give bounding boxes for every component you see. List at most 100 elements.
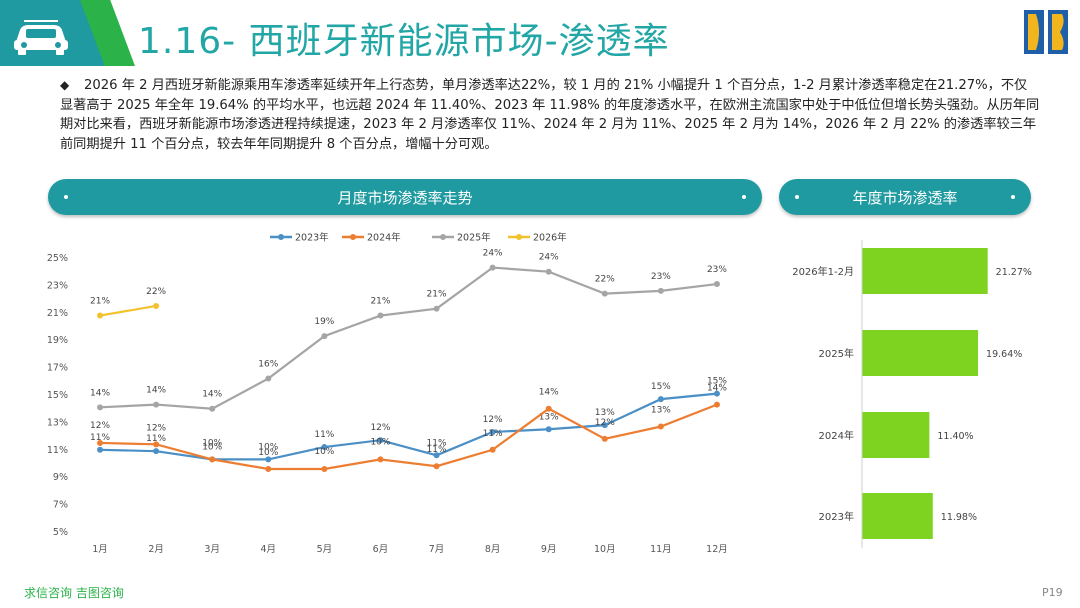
data-point bbox=[321, 465, 328, 472]
data-label: 13% bbox=[651, 406, 671, 416]
series-line-2024年 bbox=[100, 403, 718, 471]
monthly-section-header: 月度市场渗透率走势 bbox=[48, 179, 762, 215]
data-point bbox=[657, 396, 664, 403]
data-label: 13% bbox=[595, 408, 615, 418]
annual-section-header: 年度市场渗透率 bbox=[779, 179, 1031, 215]
data-point bbox=[153, 441, 160, 448]
y-tick-label: 13% bbox=[47, 417, 68, 428]
data-label: 12% bbox=[146, 423, 166, 433]
data-label: 14% bbox=[90, 388, 110, 398]
x-tick-label: 8月 bbox=[485, 544, 501, 555]
series-line-2023年 bbox=[100, 392, 718, 461]
annual-section-title: 年度市场渗透率 bbox=[852, 188, 958, 207]
bar-category-label: 2023年 bbox=[819, 510, 854, 523]
page-title: 1.16- 西班牙新能源市场-渗透率 bbox=[138, 21, 670, 62]
data-label: 23% bbox=[651, 272, 671, 282]
db-logo-icon bbox=[1024, 10, 1068, 54]
data-label: 10% bbox=[202, 438, 222, 448]
series-line-2025年 bbox=[99, 266, 718, 410]
data-point bbox=[265, 375, 272, 382]
data-label: 10% bbox=[314, 447, 334, 457]
bar-value-label: 19.64% bbox=[986, 349, 1022, 360]
data-label: 12% bbox=[90, 421, 110, 431]
legend-item: 2026年 bbox=[508, 232, 567, 244]
y-tick-label: 23% bbox=[47, 280, 68, 291]
y-tick-label: 17% bbox=[47, 363, 68, 374]
data-point bbox=[433, 305, 440, 312]
data-point bbox=[97, 446, 104, 453]
x-tick-label: 3月 bbox=[204, 544, 220, 555]
data-point bbox=[265, 465, 272, 472]
data-label: 14% bbox=[539, 388, 559, 398]
data-label: 15% bbox=[651, 382, 671, 392]
data-point bbox=[97, 404, 104, 411]
data-point bbox=[601, 435, 608, 442]
y-tick-label: 9% bbox=[53, 472, 68, 483]
data-label: 14% bbox=[202, 390, 222, 400]
bullet-icon: ◆ bbox=[60, 78, 70, 92]
description-text: 2026 年 2 月西班牙新能源乘用车渗透率延续开年上行态势，单月渗透率达22%… bbox=[60, 76, 1040, 154]
data-point bbox=[377, 312, 384, 319]
bar-category-label: 2026年1-2月 bbox=[792, 265, 854, 278]
data-point bbox=[545, 405, 552, 412]
y-tick-label: 5% bbox=[53, 527, 68, 538]
legend-item: 2023年 bbox=[270, 232, 329, 244]
bar-value-label: 11.98% bbox=[941, 512, 977, 523]
data-label: 19% bbox=[314, 317, 334, 327]
y-tick-label: 7% bbox=[53, 500, 68, 511]
monthly-line-chart: 5% 7% 9% 11% 13% 15% 17% 19% 21% 23% 25% 1月 2月 3月 4月 5月… bbox=[47, 232, 728, 556]
y-tick-label: 21% bbox=[47, 308, 68, 319]
data-label: 10% bbox=[258, 448, 278, 458]
data-label: 16% bbox=[258, 360, 278, 370]
data-point bbox=[321, 333, 328, 340]
data-label: 10% bbox=[202, 442, 222, 452]
data-label: 11% bbox=[427, 445, 447, 455]
data-point bbox=[489, 428, 496, 435]
legend-label: 2026年 bbox=[533, 232, 567, 244]
data-label: 12% bbox=[595, 418, 615, 428]
data-point bbox=[489, 264, 496, 271]
data-label: 12% bbox=[483, 415, 503, 425]
data-label: 11% bbox=[146, 434, 166, 444]
title-bar: 1.16- 西班牙新能源市场-渗透率 bbox=[0, 0, 1080, 75]
data-label: 10% bbox=[370, 437, 390, 447]
data-label: 14% bbox=[146, 386, 166, 396]
x-tick-label: 1月 bbox=[92, 544, 108, 555]
x-tick-label: 6月 bbox=[373, 544, 389, 555]
data-point bbox=[97, 439, 104, 446]
footer-brand: 求信咨询 吉图咨询 bbox=[24, 586, 124, 600]
legend-label: 2023年 bbox=[295, 232, 329, 244]
y-tick-label: 19% bbox=[47, 335, 68, 346]
legend-marker bbox=[278, 234, 284, 240]
data-point bbox=[545, 268, 552, 275]
data-label: 15% bbox=[707, 377, 727, 387]
data-label: 22% bbox=[146, 287, 166, 297]
data-point bbox=[265, 456, 272, 463]
y-tick-label: 11% bbox=[47, 445, 68, 456]
data-label: 24% bbox=[483, 249, 503, 259]
data-point bbox=[713, 390, 720, 397]
x-tick-label: 4月 bbox=[261, 544, 277, 555]
data-label: 11% bbox=[90, 433, 110, 443]
data-point bbox=[209, 405, 216, 412]
legend-label: 2025年 bbox=[457, 232, 491, 244]
data-label: 11% bbox=[314, 430, 334, 440]
bar-value-label: 11.40% bbox=[937, 431, 973, 442]
data-point bbox=[377, 456, 384, 463]
data-label: 21% bbox=[427, 290, 447, 300]
annual-bar-chart: 2026年1-2月 21.27% 2025年 19.64% 2024年 11.40% 202… bbox=[792, 240, 1032, 548]
x-tick-label: 5月 bbox=[317, 544, 333, 555]
legend-label: 2024年 bbox=[367, 232, 401, 244]
bar bbox=[862, 412, 930, 458]
x-tick-label: 11月 bbox=[650, 544, 672, 555]
data-label: 12% bbox=[370, 423, 390, 433]
data-point bbox=[153, 448, 160, 455]
data-point bbox=[601, 290, 608, 297]
data-point bbox=[321, 444, 328, 451]
bar-value-label: 21.27% bbox=[996, 267, 1032, 278]
legend-marker bbox=[350, 234, 356, 240]
bar bbox=[862, 330, 979, 376]
data-label: 23% bbox=[707, 265, 727, 275]
data-point bbox=[713, 281, 720, 288]
data-point bbox=[713, 401, 720, 408]
